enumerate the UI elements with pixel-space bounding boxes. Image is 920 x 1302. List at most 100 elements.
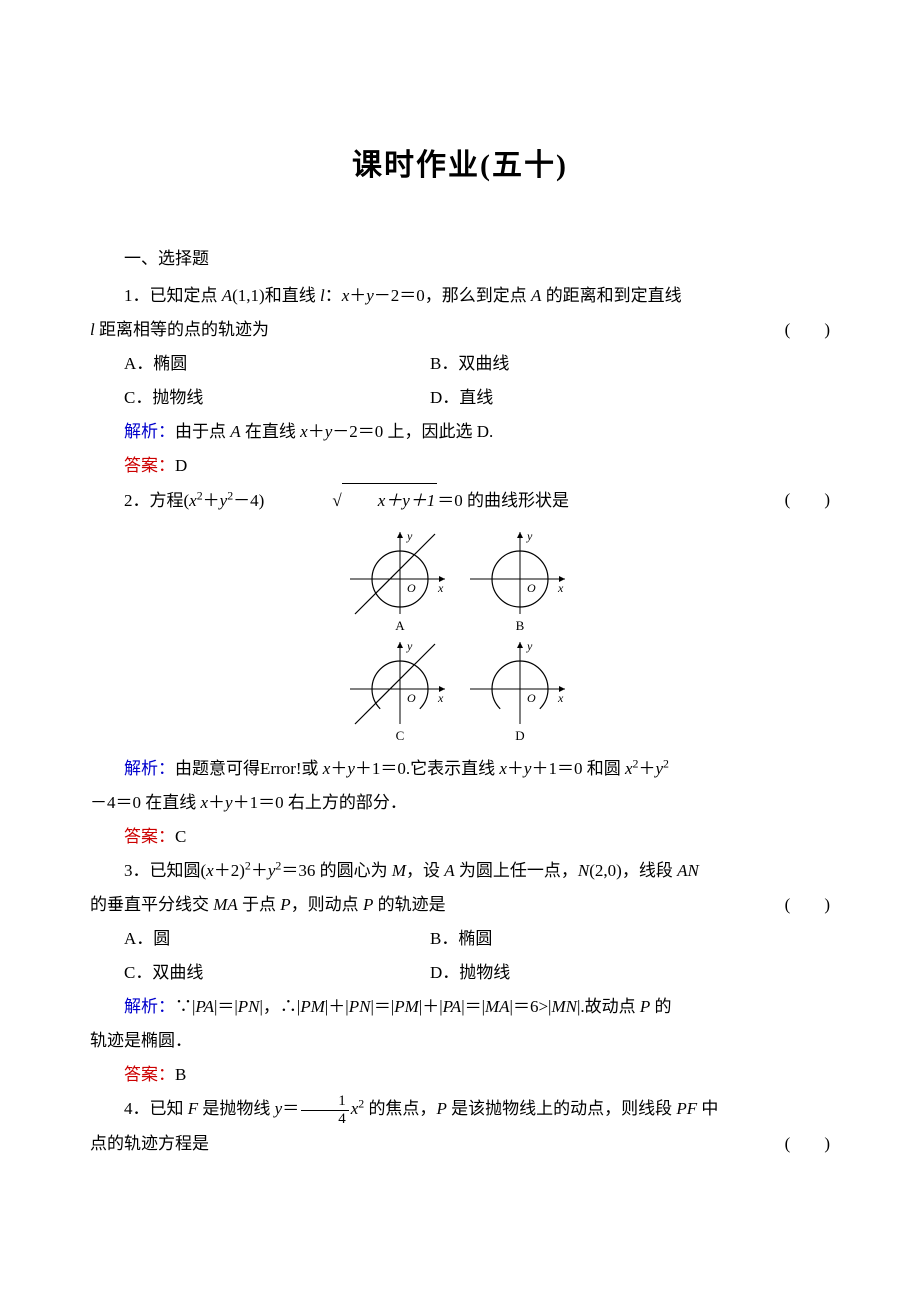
text: ＋ (251, 861, 268, 880)
label: A． (124, 354, 153, 373)
var-y: y (225, 793, 233, 812)
diagram-svg-c: O x y (340, 634, 460, 729)
diagram-label-b: B (460, 618, 580, 634)
q1-choice-c: C．抛物线 (124, 381, 203, 415)
label: B． (430, 929, 458, 948)
text: 或 (302, 759, 323, 778)
var-M: M (392, 861, 406, 880)
var-x: x (300, 422, 308, 441)
text: 4．已知 (124, 1099, 188, 1118)
q1-stem-cont: l 距离相等的点的轨迹为 ( ) (90, 313, 830, 347)
text: 的 (650, 997, 671, 1016)
text: 椭圆 (153, 354, 187, 373)
diagram-cell-b: O x y B (460, 524, 580, 634)
answer-value: B (175, 1065, 186, 1084)
text: ∵| (175, 997, 195, 1016)
text: 在直线 (241, 422, 301, 441)
origin-label: O (407, 691, 416, 705)
text: －2＝0，那么到定点 (374, 286, 531, 305)
text: ＋ (638, 759, 655, 778)
var-y2: y (655, 759, 663, 778)
text: |＋| (419, 997, 443, 1016)
q3-choice-b: B．椭圆 (430, 922, 492, 956)
q1-answer: 答案：D (90, 449, 830, 483)
x-axis-label: x (437, 581, 444, 595)
answer-label: 答案： (124, 456, 175, 475)
var-P: P (363, 895, 373, 914)
text: 的轨迹是 (373, 895, 445, 914)
text: |＝| (370, 997, 394, 1016)
var-PM: PM (394, 997, 419, 1016)
q2-explanation: 解析：由题意可得Error!或 x＋y＋1＝0.它表示直线 x＋y＋1＝0 和圆… (90, 752, 830, 786)
q3-choice-a: A．圆 (124, 922, 170, 956)
label: C． (124, 388, 152, 407)
text: 2．方程( (124, 491, 189, 510)
text: |＝| (214, 997, 238, 1016)
text: 抛物线 (152, 388, 203, 407)
origin-label: O (527, 691, 536, 705)
q3-choices-row1: A．圆 B．椭圆 (90, 922, 830, 956)
text: ＋ (208, 793, 225, 812)
sup: 2 (663, 756, 669, 770)
var-x2: x (189, 491, 197, 510)
text: 点的轨迹方程是 (90, 1134, 209, 1153)
text: 的垂直平分线交 (90, 895, 213, 914)
var-PF: PF (676, 1099, 697, 1118)
sqrt-sign: √ (298, 484, 341, 518)
origin-label: O (407, 581, 416, 595)
diagram-row-2: O x y C O x y (340, 634, 580, 744)
y-axis-label: y (526, 529, 533, 543)
answer-label: 答案： (124, 1065, 175, 1084)
q4-stem-cont: 点的轨迹方程是 ( ) (90, 1127, 830, 1161)
text: ＋2) (214, 861, 245, 880)
label: A． (124, 929, 153, 948)
text: ＋ (203, 491, 220, 510)
y-axis-label: y (406, 639, 413, 653)
q3-choice-d: D．抛物线 (430, 956, 510, 990)
origin-label: O (527, 581, 536, 595)
text: ＝0 的曲线形状是 (437, 491, 569, 510)
answer-value: C (175, 827, 186, 846)
text: 1．已知定点 (124, 286, 222, 305)
page-title: 课时作业(五十) (90, 140, 830, 184)
q2-stem: 2．方程(x2＋y2－4)√x＋y＋1＝0 的曲线形状是 ( ) (90, 483, 830, 518)
text: ＋1＝0 和圆 (531, 759, 625, 778)
var-PM: PM (300, 997, 325, 1016)
diagram-svg-d: O x y (460, 634, 580, 729)
text: －4＝0 在直线 (90, 793, 201, 812)
frac-num: 1 (301, 1094, 349, 1111)
text: －4) (233, 491, 264, 510)
q3-stem: 3．已知圆(x＋2)2＋y2＝36 的圆心为 M，设 A 为圆上任一点，N(2,… (90, 854, 830, 888)
text: 为圆上任一点， (455, 861, 578, 880)
text: 抛物线 (459, 963, 510, 982)
var-F: F (188, 1099, 198, 1118)
text: (1,1)和直线 (232, 286, 320, 305)
text: 双曲线 (152, 963, 203, 982)
q1-stem: 1．已知定点 A(1,1)和直线 l：x＋y－2＝0，那么到定点 A 的距离和到… (90, 279, 830, 313)
diagram-cell-c: O x y C (340, 634, 460, 744)
label: D． (430, 963, 459, 982)
answer-paren: ( ) (751, 483, 830, 517)
diagram-label-a: A (340, 618, 460, 634)
q3-answer: 答案：B (90, 1058, 830, 1092)
sqrt-arg: x＋y＋1 (342, 483, 438, 518)
answer-paren: ( ) (785, 888, 830, 922)
q3-explanation: 解析：∵|PA|＝|PN|，∴|PM|＋|PN|＝|PM|＋|PA|＝|MA|＝… (90, 990, 830, 1024)
diagram-svg-a: O x y (340, 524, 460, 619)
text: 是该抛物线上的动点，则线段 (447, 1099, 677, 1118)
q1-choices-row2: C．抛物线 D．直线 (90, 381, 830, 415)
section-mc-heading: 一、选择题 (90, 244, 830, 269)
var-x: x (201, 793, 209, 812)
text: |＋| (325, 997, 349, 1016)
text: ，则动点 (291, 895, 363, 914)
var-MN: MN (551, 997, 577, 1016)
text: (2,0)，线段 (589, 861, 677, 880)
label: D． (430, 388, 459, 407)
text: ： (325, 286, 342, 305)
q3-explanation-cont: 轨迹是椭圆． (90, 1024, 830, 1058)
q1-choice-b: B．双曲线 (430, 347, 509, 381)
var-PN: PN (349, 997, 371, 1016)
y-axis-label: y (526, 639, 533, 653)
page: 课时作业(五十) 一、选择题 1．已知定点 A(1,1)和直线 l：x＋y－2＝… (0, 0, 920, 1302)
var-A: A (444, 861, 454, 880)
